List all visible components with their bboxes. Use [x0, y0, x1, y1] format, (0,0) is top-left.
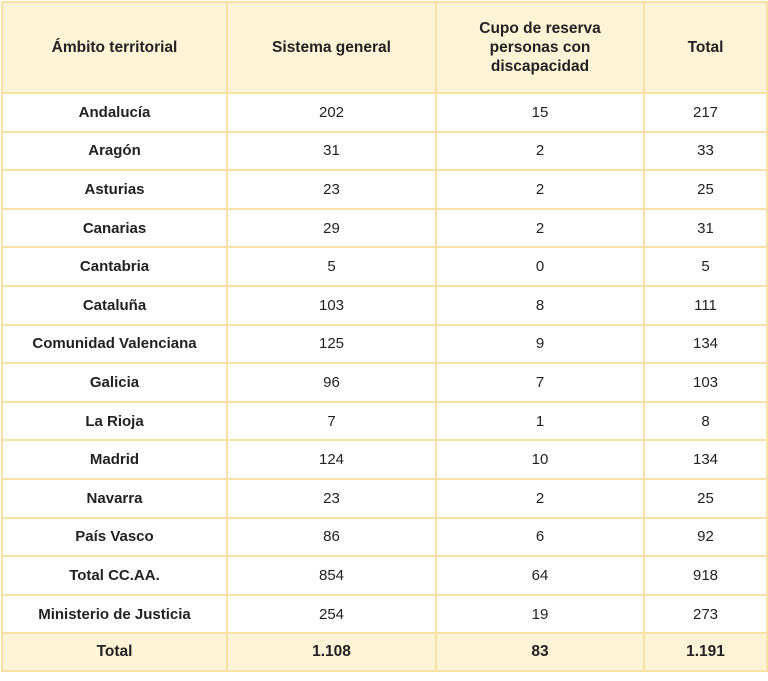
- cell-region: Madrid: [1, 439, 228, 480]
- cell-region: Canarias: [1, 207, 228, 249]
- cell-total: 918: [643, 555, 768, 596]
- cell-region: Galicia: [1, 362, 228, 403]
- cell-total: 92: [643, 516, 768, 558]
- cell-general-system: 202: [226, 92, 437, 133]
- cell-general-system: 86: [226, 516, 437, 558]
- cell-disability-reserve: 6: [435, 516, 645, 558]
- cell-general-system: 23: [226, 169, 437, 210]
- cell-region: La Rioja: [1, 400, 228, 442]
- cell-region: Cantabria: [1, 246, 228, 287]
- table-row: Cataluña 103 8 111: [1, 284, 768, 326]
- header-disability-reserve-label: Cupo de reserva personas con discapacida…: [479, 20, 601, 75]
- header-row: Ámbito territorial Sistema general Cupo …: [1, 1, 768, 94]
- cell-general-system: 5: [226, 246, 437, 287]
- cell-total: 5: [643, 246, 768, 287]
- total-general: 1.108: [226, 632, 437, 673]
- cell-general-system: 254: [226, 593, 437, 635]
- cell-disability-reserve: 0: [435, 246, 645, 287]
- total-reserve: 83: [435, 632, 645, 673]
- cell-general-system: 124: [226, 439, 437, 480]
- table-row: La Rioja 7 1 8: [1, 400, 768, 442]
- table-row: Cantabria 5 0 5: [1, 246, 768, 287]
- cell-disability-reserve: 1: [435, 400, 645, 442]
- cell-total: 134: [643, 439, 768, 480]
- cell-total: 111: [643, 284, 768, 326]
- header-general-system: Sistema general: [226, 1, 437, 94]
- cell-total: 31: [643, 207, 768, 249]
- cell-region: Aragón: [1, 130, 228, 172]
- table-header: Ámbito territorial Sistema general Cupo …: [1, 1, 768, 94]
- cell-disability-reserve: 64: [435, 555, 645, 596]
- table-row: Canarias 29 2 31: [1, 207, 768, 249]
- table-row: Andalucía 202 15 217: [1, 92, 768, 133]
- cell-disability-reserve: 9: [435, 323, 645, 365]
- cell-region: Total CC.AA.: [1, 555, 228, 596]
- table-row: Ministerio de Justicia 254 19 273: [1, 593, 768, 635]
- table-row: Navarra 23 2 25: [1, 477, 768, 519]
- cell-general-system: 23: [226, 477, 437, 519]
- cell-total: 8: [643, 400, 768, 442]
- cell-region: País Vasco: [1, 516, 228, 558]
- table-footer: Total 1.108 83 1.191: [1, 632, 768, 673]
- table-row: Galicia 96 7 103: [1, 362, 768, 403]
- cell-general-system: 103: [226, 284, 437, 326]
- cell-disability-reserve: 2: [435, 477, 645, 519]
- cell-disability-reserve: 2: [435, 169, 645, 210]
- table-row: Asturias 23 2 25: [1, 169, 768, 210]
- cell-disability-reserve: 8: [435, 284, 645, 326]
- cell-total: 25: [643, 169, 768, 210]
- cell-region: Andalucía: [1, 92, 228, 133]
- cell-total: 33: [643, 130, 768, 172]
- cell-total: 273: [643, 593, 768, 635]
- header-disability-reserve: Cupo de reserva personas con discapacida…: [435, 1, 645, 94]
- total-row: Total 1.108 83 1.191: [1, 632, 768, 673]
- cell-region: Navarra: [1, 477, 228, 519]
- cell-general-system: 125: [226, 323, 437, 365]
- cell-disability-reserve: 2: [435, 130, 645, 172]
- total-label: Total: [1, 632, 228, 673]
- cell-total: 103: [643, 362, 768, 403]
- cell-disability-reserve: 7: [435, 362, 645, 403]
- cell-region: Cataluña: [1, 284, 228, 326]
- total-total: 1.191: [643, 632, 768, 673]
- header-total: Total: [643, 1, 768, 94]
- cell-region: Asturias: [1, 169, 228, 210]
- cell-total: 25: [643, 477, 768, 519]
- cell-general-system: 7: [226, 400, 437, 442]
- cell-general-system: 854: [226, 555, 437, 596]
- cell-total: 134: [643, 323, 768, 365]
- cell-general-system: 29: [226, 207, 437, 249]
- cell-disability-reserve: 2: [435, 207, 645, 249]
- cell-disability-reserve: 19: [435, 593, 645, 635]
- header-region: Ámbito territorial: [1, 1, 228, 94]
- table-row: Total CC.AA. 854 64 918: [1, 555, 768, 596]
- table-row: Comunidad Valenciana 125 9 134: [1, 323, 768, 365]
- cell-general-system: 96: [226, 362, 437, 403]
- table-row: País Vasco 86 6 92: [1, 516, 768, 558]
- table-row: Aragón 31 2 33: [1, 130, 768, 172]
- table-body: Andalucía 202 15 217 Aragón 31 2 33 Asturias 23 2 2…: [1, 92, 768, 635]
- cell-region: Ministerio de Justicia: [1, 593, 228, 635]
- table-row: Madrid 124 10 134: [1, 439, 768, 480]
- cell-general-system: 31: [226, 130, 437, 172]
- cell-region: Comunidad Valenciana: [1, 323, 228, 365]
- cell-disability-reserve: 15: [435, 92, 645, 133]
- cell-disability-reserve: 10: [435, 439, 645, 480]
- cell-total: 217: [643, 92, 768, 133]
